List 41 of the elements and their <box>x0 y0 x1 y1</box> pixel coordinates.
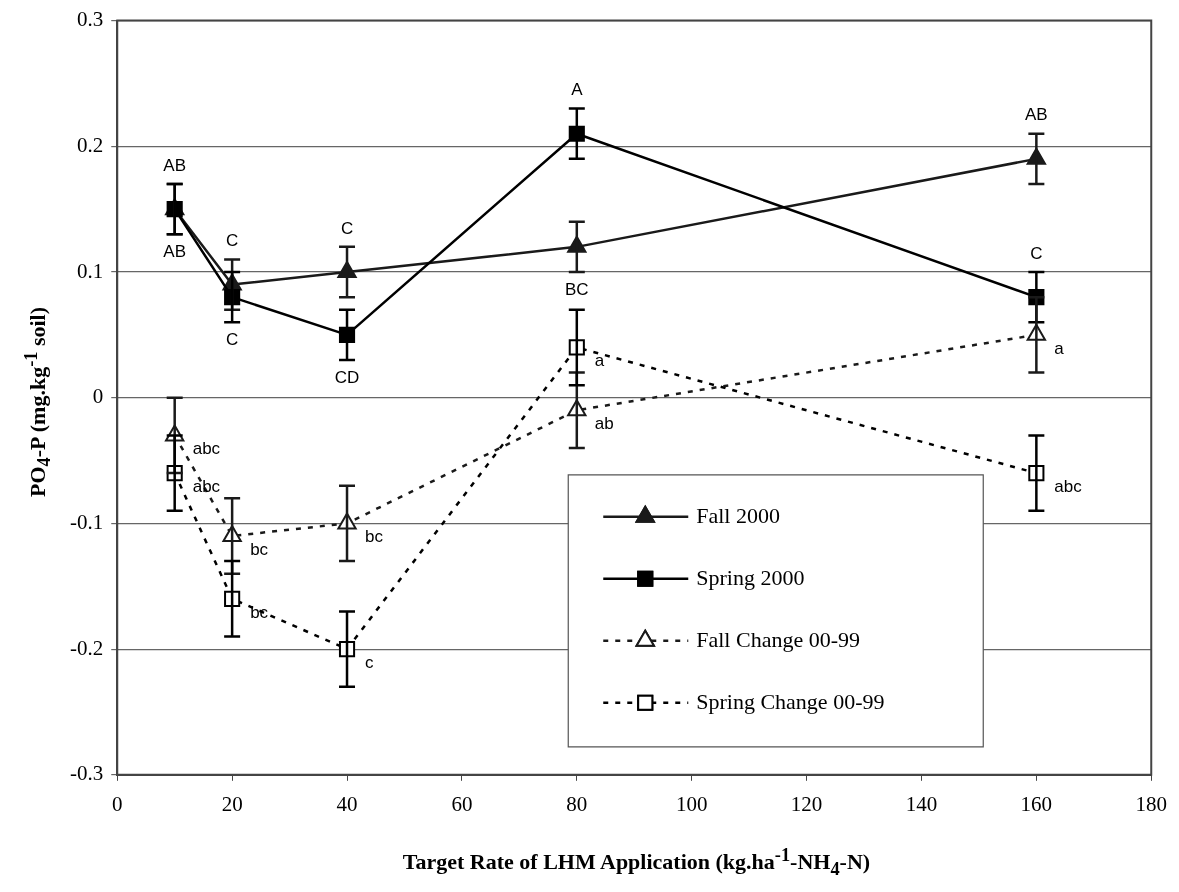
annotation: C <box>225 231 239 251</box>
x-tick-label: 20 <box>221 791 243 816</box>
y-tick-label: 0 <box>92 384 104 409</box>
annotation: CD <box>334 367 360 387</box>
annotation: a <box>1054 338 1065 358</box>
legend-label: Fall Change 00-99 <box>696 626 861 652</box>
x-tick-label: 60 <box>451 791 473 816</box>
x-tick-label: 180 <box>1135 791 1167 816</box>
y-tick-label: 0.2 <box>76 132 104 157</box>
annotation: AB <box>1025 105 1048 125</box>
y-tick-label: 0.3 <box>76 7 104 32</box>
legend-label: Spring 2000 <box>696 564 805 590</box>
annotation: AB <box>163 241 187 261</box>
legend-label: Fall 2000 <box>696 502 780 528</box>
y-tick-label: -0.1 <box>69 509 104 534</box>
annotation: bc <box>365 527 384 547</box>
annotation: bc <box>250 539 269 559</box>
x-tick-label: 120 <box>790 791 823 816</box>
x-tick-label: 140 <box>905 791 938 816</box>
legend-label: Spring Change 00-99 <box>696 688 885 714</box>
x-tick-label: 160 <box>1020 791 1053 816</box>
annotation: abc <box>192 476 221 496</box>
x-tick-label: 80 <box>566 791 588 816</box>
annotation: abc <box>192 439 221 459</box>
annotation: AB <box>163 155 187 175</box>
annotation: abc <box>1054 476 1083 496</box>
x-tick-label: 40 <box>336 791 358 816</box>
annotation: A <box>571 80 584 100</box>
x-tick-label: 100 <box>675 791 708 816</box>
annotation: ab <box>594 413 614 433</box>
x-axis-title: Target Rate of LHM Application (kg.ha$^{-1}$-NH$_{4}$-N) <box>401 845 872 880</box>
y-tick-label: 0.1 <box>76 258 104 283</box>
annotation: C <box>1030 243 1043 263</box>
y-tick-label: -0.2 <box>69 635 104 660</box>
annotation: a <box>594 351 605 371</box>
x-tick-label: 0 <box>111 791 123 816</box>
annotation: BC <box>564 279 589 299</box>
y-tick-label: -0.3 <box>69 761 104 786</box>
annotation: C <box>225 329 239 349</box>
annotation: C <box>340 218 354 238</box>
annotation: c <box>365 652 375 672</box>
